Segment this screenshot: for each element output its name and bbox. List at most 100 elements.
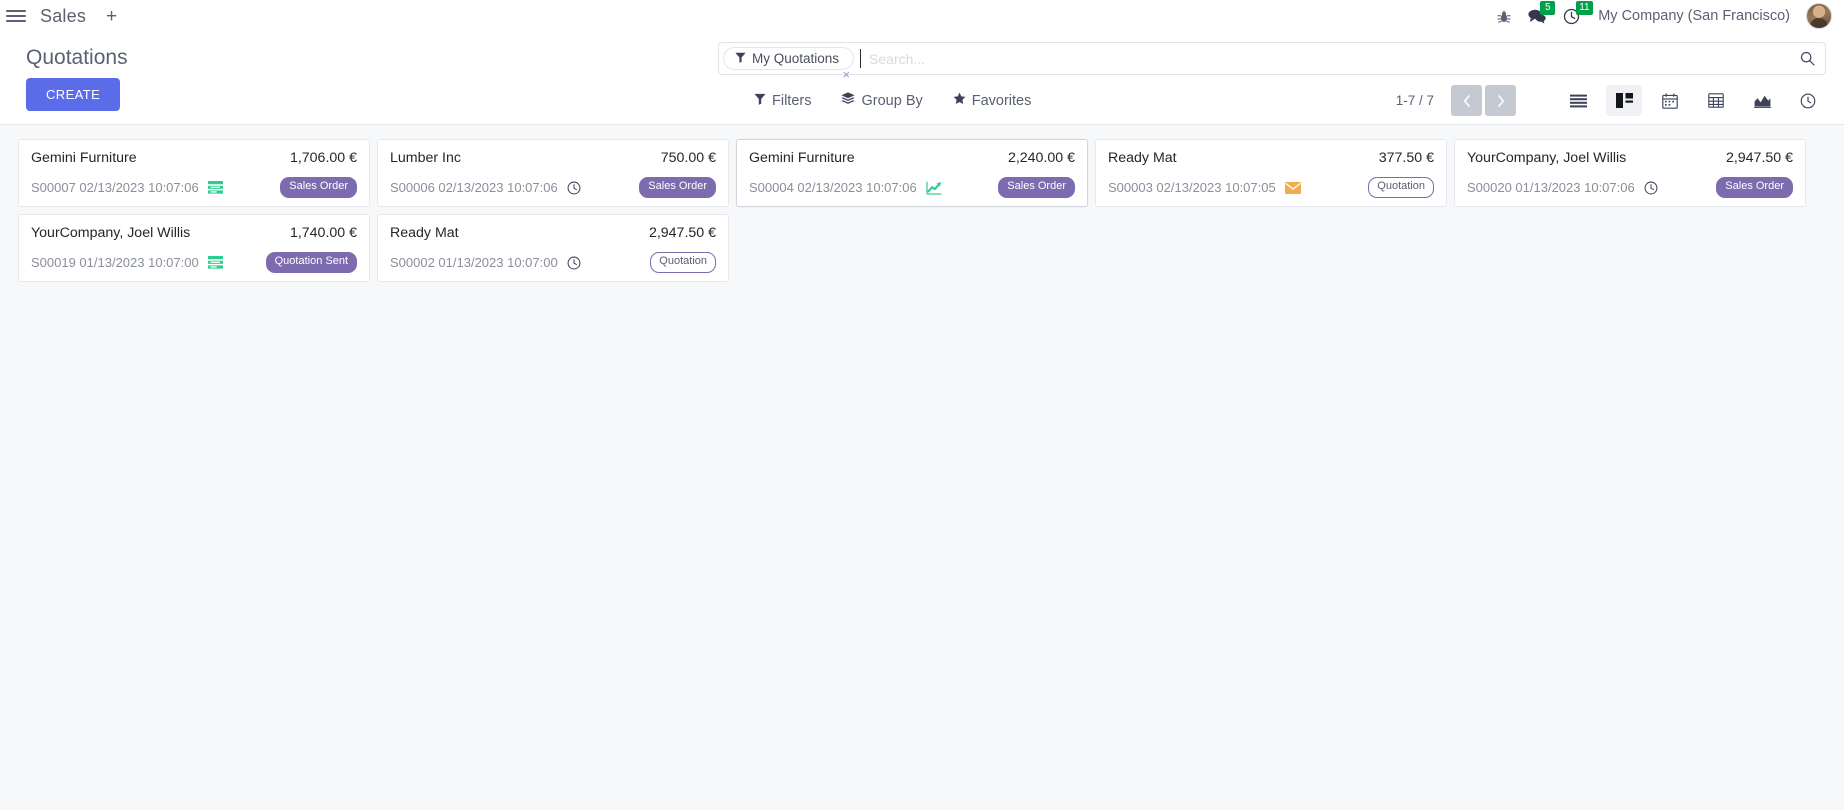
favorites-menu-button[interactable]: Favorites [953,92,1032,109]
hamburger-menu-icon[interactable] [6,8,26,24]
search-input[interactable] [860,49,1800,68]
plus-icon[interactable]: + [106,5,118,27]
view-switcher-graph[interactable] [1744,85,1780,116]
clock-icon[interactable]: 11 [1563,0,1593,25]
top-navbar: Sales + 5 [0,0,1844,32]
filter-icon [735,51,746,66]
navbar-right: 5 11 My Company (San Francisco) [1497,0,1832,29]
control-panel: Quotations CREATE My Quotations × [0,32,1844,125]
kanban-card-header: YourCompany, Joel Willis 1,740.00 € [31,225,357,241]
kanban-card-meta: S00019 01/13/2023 10:07:00 [31,255,223,270]
kanban-card[interactable]: Gemini Furniture 2,240.00 € S00004 02/13/2… [736,139,1088,207]
search-icon[interactable] [1800,51,1815,66]
app-name[interactable]: Sales [40,5,87,26]
status-badge[interactable]: Sales Order [1716,177,1793,198]
kanban-card-header: Ready Mat 377.50 € [1108,150,1434,166]
kanban-card-header: Gemini Furniture 2,240.00 € [749,150,1075,166]
kanban-card-amount: 1,740.00 € [289,225,357,241]
star-icon [953,92,966,109]
kanban-card[interactable]: Ready Mat 2,947.50 € S00002 01/13/2023 10:… [377,214,729,282]
kanban-card-footer: S00007 02/13/2023 10:07:06 Sales Order [31,177,357,198]
kanban-card[interactable]: YourCompany, Joel Willis 2,947.50 € S00020… [1454,139,1806,207]
control-panel-toolbar: Filters Group By [718,85,1826,116]
kanban-card-customer: YourCompany, Joel Willis [1467,150,1627,166]
kanban-card-reference: S00003 02/13/2023 10:07:05 [1108,180,1276,196]
kanban-card-header: Gemini Furniture 1,706.00 € [31,150,357,166]
kanban-card-header: Lumber Inc 750.00 € [390,150,716,166]
kanban-card-customer: Ready Mat [1108,150,1177,166]
status-badge[interactable]: Sales Order [639,177,716,198]
green-list-icon[interactable] [207,256,223,269]
bug-icon[interactable] [1497,9,1511,24]
avatar[interactable] [1806,3,1832,29]
status-badge[interactable]: Quotation Sent [265,252,357,273]
search-facet-my-quotations[interactable]: My Quotations × [723,47,855,81]
filters-menu-label: Filters [772,92,812,109]
kanban-card-amount: 2,240.00 € [1007,150,1075,166]
kanban-card[interactable]: YourCompany, Joel Willis 1,740.00 € S00019… [18,214,370,282]
view-switcher-list[interactable] [1560,85,1596,116]
kanban-card-header: Ready Mat 2,947.50 € [390,225,716,241]
kanban-card-meta: S00004 02/13/2023 10:07:06 [749,180,942,195]
status-badge[interactable]: Sales Order [280,177,357,198]
company-switcher[interactable]: My Company (San Francisco) [1598,8,1790,24]
pager-range: 1-7 / 7 [1395,93,1434,108]
kanban-card-meta: S00007 02/13/2023 10:07:06 [31,180,223,195]
clock-icon[interactable] [567,256,581,270]
status-badge[interactable]: Quotation [1368,177,1434,198]
activities-badge: 11 [1576,0,1593,15]
pager-previous-button[interactable] [1451,85,1482,116]
pager-next-button[interactable] [1485,85,1516,116]
view-switcher [1560,85,1826,116]
kanban-card-reference: S00020 01/13/2023 10:07:06 [1467,180,1635,196]
green-chart-icon[interactable] [926,181,942,195]
view-switcher-calendar[interactable] [1652,85,1688,116]
control-panel-left: Quotations CREATE [18,42,718,111]
kanban-card[interactable]: Lumber Inc 750.00 € S00006 02/13/2023 10:0… [377,139,729,207]
kanban-card-meta: S00002 01/13/2023 10:07:00 [390,255,581,270]
kanban-card-footer: S00006 02/13/2023 10:07:06 Sales Order [390,177,716,198]
status-badge[interactable]: Quotation [650,252,716,273]
page-title: Quotations [26,46,128,69]
close-icon[interactable]: × [842,67,851,82]
kanban-card-customer: Gemini Furniture [31,150,137,166]
kanban-card-amount: 377.50 € [1378,150,1434,166]
kanban-card-header: YourCompany, Joel Willis 2,947.50 € [1467,150,1793,166]
kanban-card[interactable]: Ready Mat 377.50 € S00003 02/13/2023 10:07… [1095,139,1447,207]
kanban-card-amount: 1,706.00 € [289,150,357,166]
create-button[interactable]: CREATE [26,78,121,111]
search-bar[interactable]: My Quotations × [718,42,1826,81]
kanban-card[interactable]: Gemini Furniture 1,706.00 € S00007 02/13/2… [18,139,370,207]
group-by-menu-label: Group By [861,92,923,109]
orange-envelope-icon[interactable] [1284,181,1301,194]
kanban-card-reference: S00002 01/13/2023 10:07:00 [390,255,558,271]
messages-icon[interactable]: 5 [1527,1,1556,24]
filter-icon [754,93,766,109]
filter-menus: Filters Group By [754,92,1031,109]
filters-menu-button[interactable]: Filters [754,93,811,109]
kanban-card-reference: S00007 02/13/2023 10:07:06 [31,180,199,196]
kanban-card-reference: S00006 02/13/2023 10:07:06 [390,180,558,196]
green-list-icon[interactable] [207,181,223,194]
kanban-card-customer: Lumber Inc [390,150,461,166]
view-switcher-kanban[interactable] [1606,85,1642,116]
favorites-menu-label: Favorites [971,92,1032,109]
control-panel-right: My Quotations × [718,42,1826,116]
kanban-card-footer: S00004 02/13/2023 10:07:06 Sales Order [749,177,1075,198]
kanban-card-meta: S00020 01/13/2023 10:07:06 [1467,180,1658,195]
clock-icon[interactable] [1644,181,1658,195]
clock-icon[interactable] [567,181,581,195]
kanban-card-amount: 2,947.50 € [1725,150,1793,166]
kanban-card-footer: S00002 01/13/2023 10:07:00 Quotation [390,252,716,273]
kanban-card-meta: S00003 02/13/2023 10:07:05 [1108,180,1301,195]
view-switcher-pivot[interactable] [1698,85,1734,116]
status-badge[interactable]: Sales Order [998,177,1075,198]
kanban-card-reference: S00004 02/13/2023 10:07:06 [749,180,917,196]
kanban-card-reference: S00019 01/13/2023 10:07:00 [31,255,199,271]
kanban-card-amount: 750.00 € [660,150,716,166]
kanban-view: Gemini Furniture 1,706.00 € S00007 02/13/2… [0,125,1844,810]
pager: 1-7 / 7 [1396,85,1516,116]
group-by-menu-button[interactable]: Group By [841,92,923,109]
search-facet-label: My Quotations [752,51,840,66]
view-switcher-activity[interactable] [1790,85,1826,116]
